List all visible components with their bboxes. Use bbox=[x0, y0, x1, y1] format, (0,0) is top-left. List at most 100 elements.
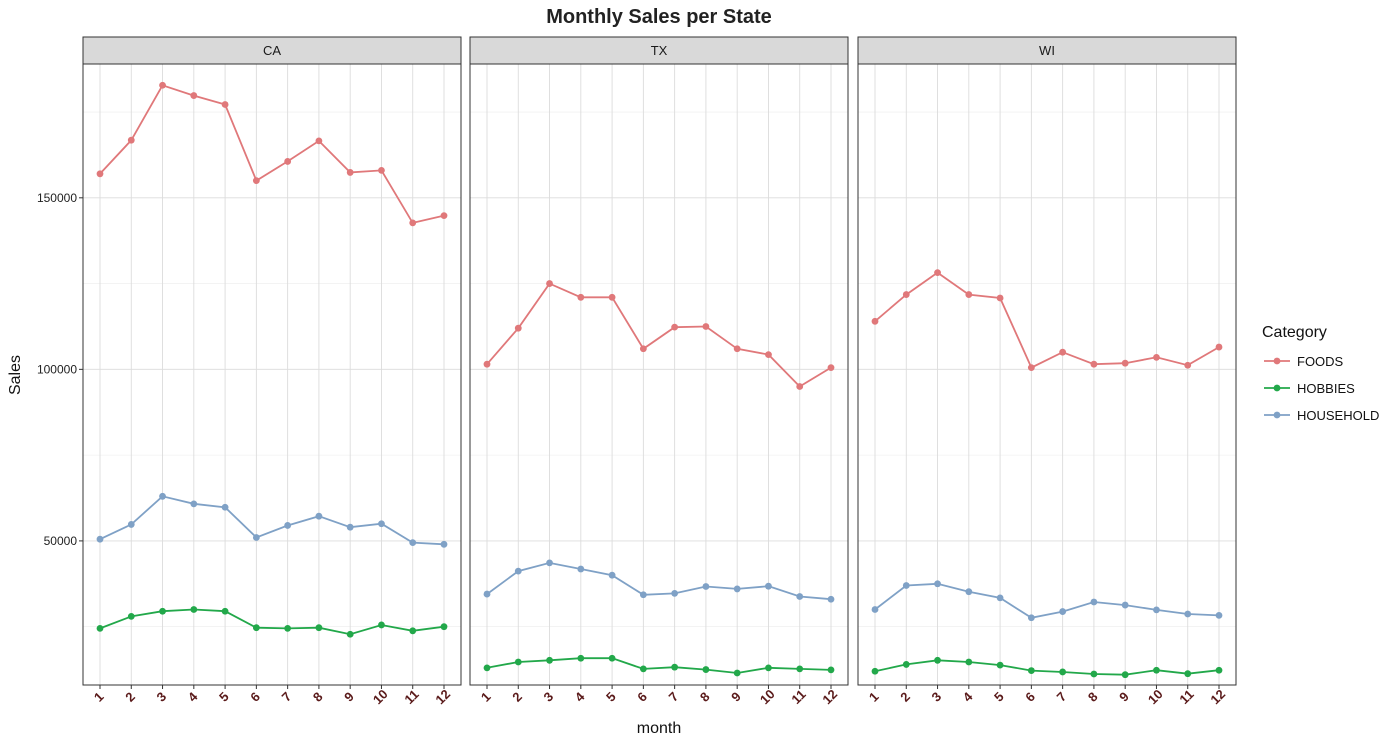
data-point-household bbox=[159, 492, 166, 500]
data-point-hobbies bbox=[159, 607, 166, 615]
x-tick-label: 11 bbox=[788, 687, 808, 707]
data-point-foods bbox=[221, 101, 229, 108]
legend-key-point bbox=[1273, 357, 1281, 365]
data-point-household bbox=[796, 593, 804, 600]
data-point-foods bbox=[190, 92, 198, 99]
data-point-hobbies bbox=[1184, 670, 1192, 678]
x-tick-label: 10 bbox=[757, 686, 778, 707]
x-tick-label: 9 bbox=[728, 689, 744, 705]
x-tick-label: 3 bbox=[541, 689, 557, 705]
data-point-hobbies bbox=[608, 654, 616, 662]
x-tick-label: 3 bbox=[154, 689, 170, 705]
data-point-hobbies bbox=[733, 669, 741, 677]
legend-label: HOUSEHOLD bbox=[1297, 408, 1379, 423]
series-line-foods bbox=[874, 271, 1220, 369]
data-point-hobbies bbox=[934, 656, 941, 664]
data-point-household bbox=[733, 585, 741, 593]
x-tick-label: 6 bbox=[1022, 689, 1038, 705]
data-point-household bbox=[252, 534, 260, 541]
x-tick-label: 1 bbox=[866, 689, 882, 705]
legend: Category FOODS HOBBIES HOUSEHOLD bbox=[1262, 324, 1379, 423]
plot-background bbox=[858, 64, 1236, 685]
x-tick-label: 10 bbox=[1145, 686, 1166, 707]
series-line-foods bbox=[486, 282, 832, 388]
data-point-household bbox=[1027, 614, 1035, 622]
data-point-foods bbox=[1090, 360, 1098, 368]
data-point-hobbies bbox=[639, 665, 647, 673]
x-tick-label: 9 bbox=[341, 689, 357, 705]
data-point-household bbox=[1090, 598, 1098, 606]
x-tick-label: 1 bbox=[478, 689, 494, 705]
x-tick-label: 4 bbox=[185, 688, 201, 704]
x-tick-label: 9 bbox=[1116, 689, 1132, 705]
x-tick-label: 11 bbox=[1176, 687, 1196, 707]
data-point-foods bbox=[733, 345, 741, 353]
x-tick-label: 7 bbox=[279, 689, 295, 705]
data-point-hobbies bbox=[965, 658, 973, 666]
series-line-household bbox=[874, 582, 1220, 619]
x-tick-label: 2 bbox=[122, 689, 138, 705]
x-tick-label: 5 bbox=[991, 689, 1007, 705]
x-tick-label: 2 bbox=[897, 689, 913, 705]
data-point-foods bbox=[934, 269, 941, 277]
y-tick-label: 150000 bbox=[37, 191, 77, 205]
data-point-hobbies bbox=[702, 666, 710, 673]
data-point-household bbox=[965, 588, 973, 596]
panel-wi: WI1 2 3 4 5 6 7 8 9 10 11 12 bbox=[857, 36, 1237, 707]
x-tick-label: 6 bbox=[634, 689, 650, 705]
x-tick-label: 1 bbox=[91, 689, 107, 705]
data-point-hobbies bbox=[284, 624, 292, 632]
data-point-hobbies bbox=[127, 612, 135, 620]
data-point-foods bbox=[284, 158, 292, 165]
x-tick-label: 4 bbox=[960, 688, 976, 704]
facet-label: WI bbox=[1039, 43, 1055, 58]
data-point-hobbies bbox=[378, 621, 385, 629]
plot-background bbox=[83, 64, 461, 685]
data-point-hobbies bbox=[546, 656, 553, 664]
plot-background bbox=[470, 64, 848, 685]
legend-key-point bbox=[1273, 411, 1281, 419]
data-point-foods bbox=[252, 177, 260, 185]
data-point-foods bbox=[1184, 361, 1192, 369]
series-line-household bbox=[486, 561, 832, 601]
facet-label: TX bbox=[651, 43, 668, 58]
data-point-foods bbox=[996, 294, 1004, 302]
facet-strip bbox=[857, 36, 1237, 65]
facet-label: CA bbox=[263, 43, 281, 58]
data-point-foods bbox=[577, 293, 585, 301]
data-point-hobbies bbox=[996, 661, 1004, 669]
data-point-hobbies bbox=[1121, 671, 1129, 679]
data-point-foods bbox=[159, 81, 166, 89]
data-point-household bbox=[1059, 608, 1067, 615]
data-point-household bbox=[671, 589, 679, 597]
data-point-foods bbox=[796, 383, 804, 390]
data-point-household bbox=[409, 539, 417, 547]
data-point-foods bbox=[378, 166, 385, 174]
data-point-foods bbox=[608, 293, 616, 301]
data-point-hobbies bbox=[1153, 666, 1160, 674]
data-point-household bbox=[765, 582, 772, 590]
data-point-foods bbox=[346, 169, 354, 176]
data-point-hobbies bbox=[346, 630, 354, 638]
x-tick-label: 6 bbox=[247, 689, 263, 705]
x-tick-label: 8 bbox=[1085, 689, 1101, 705]
data-point-household bbox=[1184, 610, 1192, 618]
data-point-hobbies bbox=[221, 607, 229, 615]
y-axis-title: Sales bbox=[7, 355, 24, 395]
legend-title: Category bbox=[1262, 324, 1327, 341]
data-point-household bbox=[440, 540, 448, 548]
data-point-hobbies bbox=[796, 665, 804, 673]
data-point-foods bbox=[639, 345, 647, 353]
x-tick-label: 10 bbox=[370, 686, 391, 707]
data-point-household bbox=[190, 500, 198, 508]
data-point-hobbies bbox=[483, 664, 491, 672]
data-point-household bbox=[608, 571, 616, 579]
data-point-hobbies bbox=[190, 606, 198, 613]
data-point-household bbox=[378, 520, 385, 528]
data-point-foods bbox=[1215, 343, 1223, 351]
data-point-household bbox=[546, 559, 553, 567]
series-line-foods bbox=[99, 84, 445, 224]
data-point-foods bbox=[514, 324, 522, 332]
